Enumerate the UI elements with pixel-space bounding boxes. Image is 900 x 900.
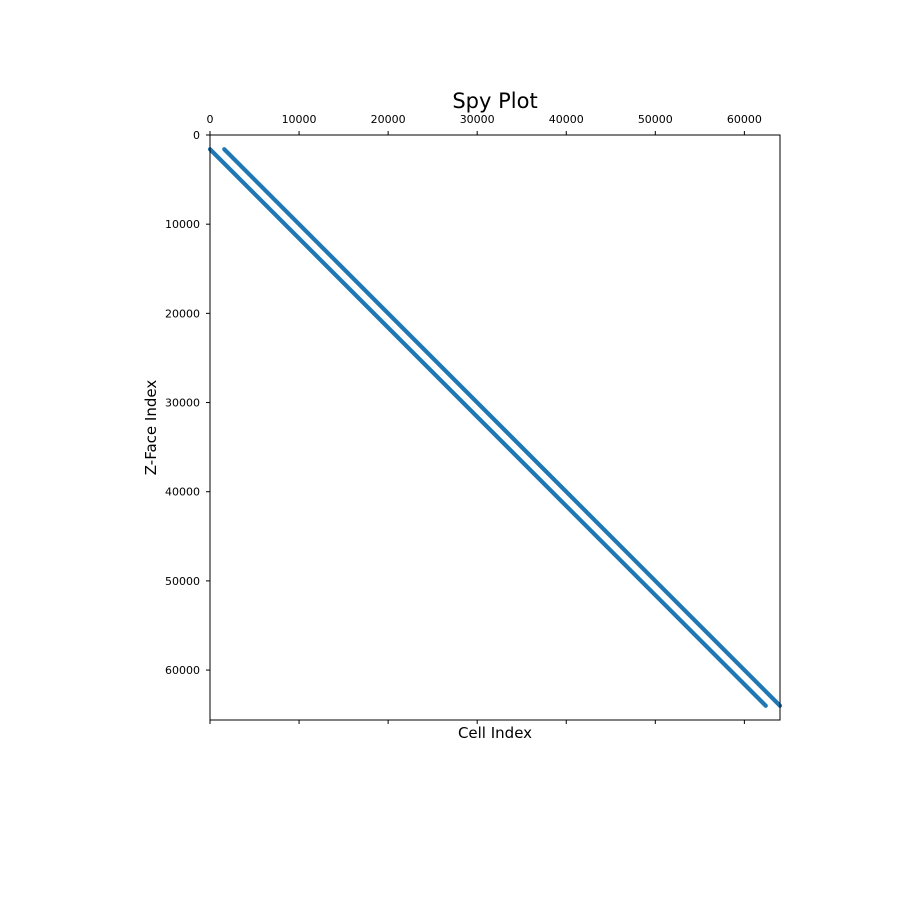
nonzero-marks — [207, 147, 783, 708]
y-ticks: 0 10000 20000 30000 40000 50000 60000 — [165, 129, 210, 677]
y-tick-label: 20000 — [165, 307, 200, 320]
x-ticks-top: 0 10000 20000 30000 40000 50000 60000 — [207, 113, 762, 135]
x-tick-label: 0 — [207, 113, 214, 126]
x-tick-label: 10000 — [282, 113, 317, 126]
x-ticks-bottom — [209, 720, 745, 724]
y-tick-label: 40000 — [165, 486, 200, 499]
axes-frame — [209, 134, 781, 721]
chart-title: Spy Plot — [452, 89, 537, 113]
nonzero-band-1 — [207, 147, 768, 708]
x-tick-label: 60000 — [727, 113, 762, 126]
y-tick-label: 10000 — [165, 218, 200, 231]
x-tick-label: 50000 — [638, 113, 673, 126]
y-axis-label: Z-Face Index — [142, 380, 160, 476]
y-tick-label: 60000 — [165, 664, 200, 677]
y-tick-label: 50000 — [165, 575, 200, 588]
x-tick-label: 20000 — [371, 113, 406, 126]
y-tick-label: 30000 — [165, 397, 200, 410]
x-tick-label: 30000 — [460, 113, 495, 126]
y-tick-label: 0 — [193, 129, 200, 142]
nonzero-band-2 — [222, 147, 783, 708]
x-axis-label: Cell Index — [458, 724, 532, 742]
x-tick-label: 40000 — [549, 113, 584, 126]
